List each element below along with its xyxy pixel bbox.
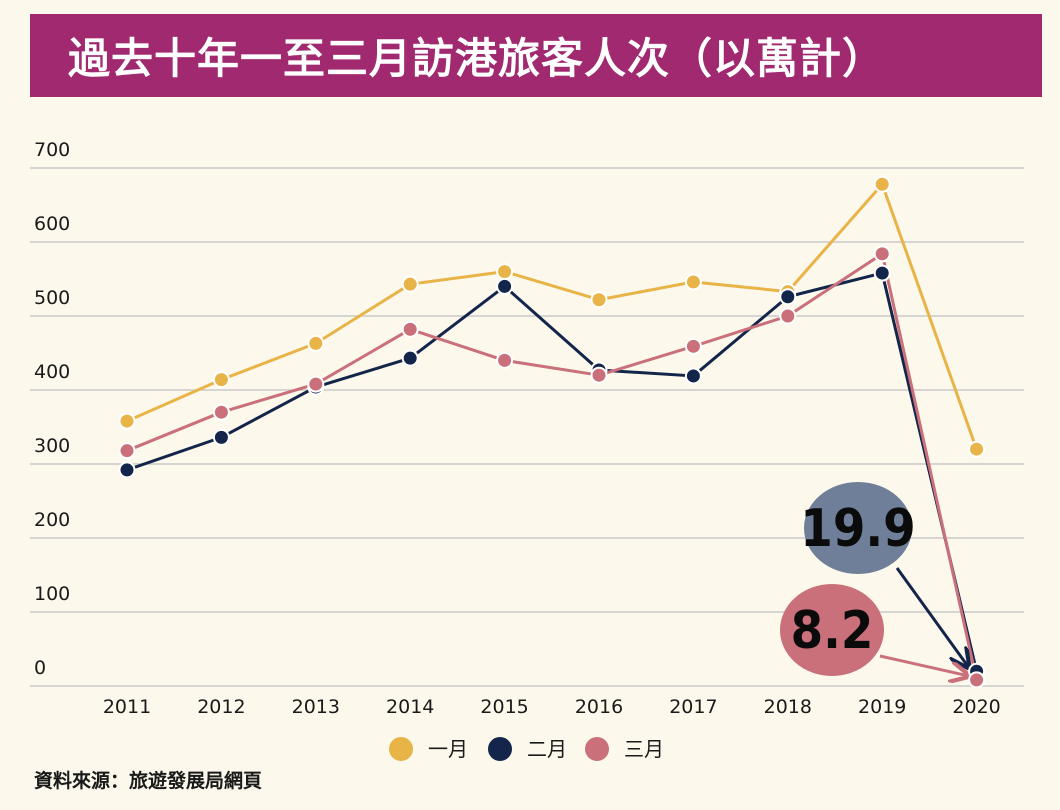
data-point-三月 [590,366,608,384]
source-note: 資料來源：旅遊發展局網頁 [34,770,263,792]
data-point-三月 [118,442,136,460]
callout-label-2: 8.2 [791,601,874,661]
data-point-三月 [779,307,797,325]
x-tick-label: 2015 [480,696,528,718]
legend-marker-1 [389,737,413,761]
data-point-一月 [307,334,325,352]
x-tick-label: 2020 [952,696,1000,718]
callout-arrow-1 [895,567,969,667]
data-point-一月 [212,371,230,389]
legend-label-2: 二月 [527,737,567,761]
callout-bubble-1 [804,482,912,574]
x-tick-label: 2012 [197,696,245,718]
x-tick-label: 2018 [764,696,812,718]
data-point-二月 [779,288,797,306]
data-point-三月 [496,351,514,369]
data-point-二月 [684,367,702,385]
x-tick-label: 2013 [292,696,340,718]
callout-label-1: 19.9 [800,499,915,559]
data-point-三月 [873,245,891,263]
legend-label-1: 一月 [428,737,468,761]
data-point-三月 [401,320,419,338]
callout-bubble-2 [780,584,884,676]
data-point-一月 [873,175,891,193]
title-banner: 過去十年一至三月訪港旅客人次（以萬計） [30,14,1042,97]
data-point-二月 [873,264,891,282]
series-line-3 [126,252,979,681]
legend-label-3: 三月 [624,737,664,761]
data-point-一月 [496,263,514,281]
legend-marker-3 [585,737,609,761]
y-tick-label: 400 [34,361,70,383]
legend-marker-2 [488,737,512,761]
data-point-三月 [968,671,986,689]
callout-arrow-2 [879,654,969,676]
data-point-三月 [307,375,325,393]
x-tick-label: 2011 [103,696,151,718]
data-point-一月 [401,275,419,293]
data-point-二月 [401,349,419,367]
x-tick-label: 2019 [858,696,906,718]
chart-title: 過去十年一至三月訪港旅客人次（以萬計） [68,34,886,83]
data-point-二月 [496,277,514,295]
y-tick-label: 700 [34,139,70,161]
data-point-一月 [590,291,608,309]
y-tick-label: 600 [34,213,70,235]
y-tick-label: 500 [34,287,70,309]
series-line-1 [126,182,979,450]
y-tick-label: 300 [34,435,70,457]
y-tick-label: 200 [34,509,70,531]
data-point-一月 [684,273,702,291]
x-tick-label: 2014 [386,696,434,718]
data-point-一月 [118,412,136,430]
data-point-二月 [212,428,230,446]
y-tick-label: 0 [34,657,46,679]
x-tick-label: 2016 [575,696,623,718]
data-point-二月 [118,461,136,479]
y-tick-label: 100 [34,583,70,605]
data-point-一月 [968,440,986,458]
data-point-三月 [212,403,230,421]
data-point-三月 [684,337,702,355]
x-tick-label: 2017 [669,696,717,718]
